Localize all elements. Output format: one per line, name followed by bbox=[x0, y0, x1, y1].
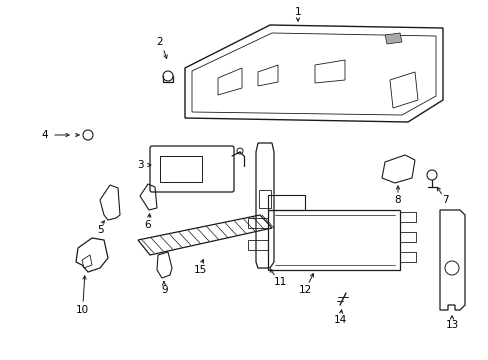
Text: 7: 7 bbox=[441, 195, 447, 205]
Text: 1: 1 bbox=[294, 7, 301, 17]
Text: 3: 3 bbox=[137, 160, 143, 170]
Text: 10: 10 bbox=[75, 305, 88, 315]
Text: 14: 14 bbox=[333, 315, 346, 325]
Polygon shape bbox=[384, 33, 401, 44]
Text: 12: 12 bbox=[298, 285, 311, 295]
Text: 9: 9 bbox=[162, 285, 168, 295]
Text: 6: 6 bbox=[144, 220, 151, 230]
Text: 13: 13 bbox=[445, 320, 458, 330]
Bar bbox=[259, 190, 270, 208]
Text: 11: 11 bbox=[273, 277, 286, 287]
Text: 4: 4 bbox=[41, 130, 48, 140]
Bar bbox=[160, 156, 202, 182]
Text: 2: 2 bbox=[156, 37, 163, 47]
Text: 5: 5 bbox=[97, 225, 103, 235]
Text: 15: 15 bbox=[193, 265, 206, 275]
Text: 8: 8 bbox=[394, 195, 401, 205]
